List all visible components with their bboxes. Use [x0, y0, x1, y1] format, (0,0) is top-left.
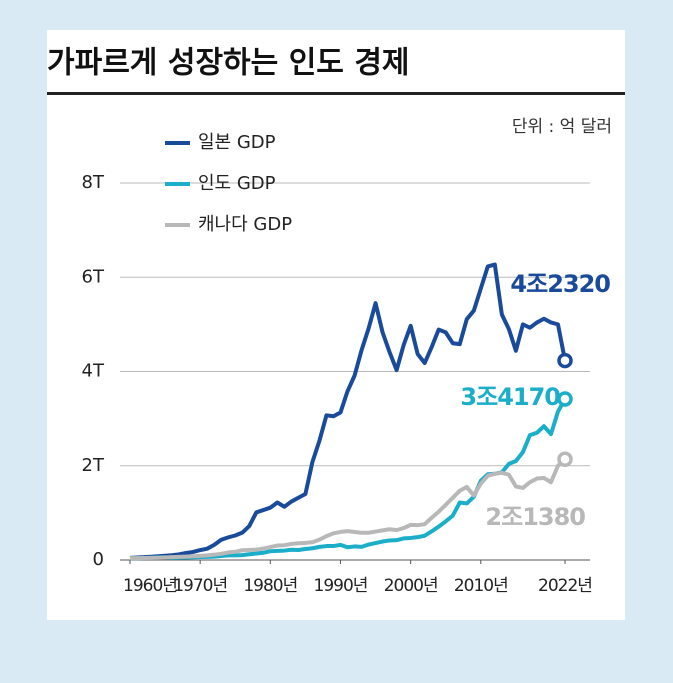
y-tick-label: 2T: [82, 455, 105, 476]
chart-title: 가파르게 성장하는 인도 경제: [47, 46, 410, 81]
x-tick-label: 1980년: [243, 576, 297, 596]
x-tick-label: 1970년: [173, 576, 227, 596]
end-marker: [557, 391, 573, 407]
legend-label: 캐나다 GDP: [198, 214, 292, 235]
end-marker: [557, 352, 573, 369]
end-marker: [557, 451, 573, 467]
x-tick-label: 2010년: [454, 576, 508, 596]
unit-note: 단위 : 억 달러: [512, 117, 612, 137]
x-tick-label: 2000년: [384, 576, 438, 596]
series-line: [129, 262, 567, 560]
legend-label: 인도 GDP: [198, 173, 276, 194]
x-tick-label: 2022년: [538, 576, 592, 596]
x-tick-label: 1960년: [123, 576, 177, 596]
value-label: 2조1380: [485, 503, 585, 531]
y-tick-label: 8T: [82, 172, 105, 193]
series-line: [130, 457, 567, 561]
y-tick-label: 4T: [82, 361, 105, 382]
legend-label: 일본 GDP: [198, 132, 276, 153]
value-label: 3조4170: [460, 383, 560, 411]
value-label: 4조2320: [510, 270, 610, 298]
y-tick-label: 6T: [82, 266, 105, 287]
title-rule: [47, 92, 625, 95]
x-tick-label: 1990년: [314, 576, 368, 596]
y-tick-label: 0: [93, 549, 104, 570]
